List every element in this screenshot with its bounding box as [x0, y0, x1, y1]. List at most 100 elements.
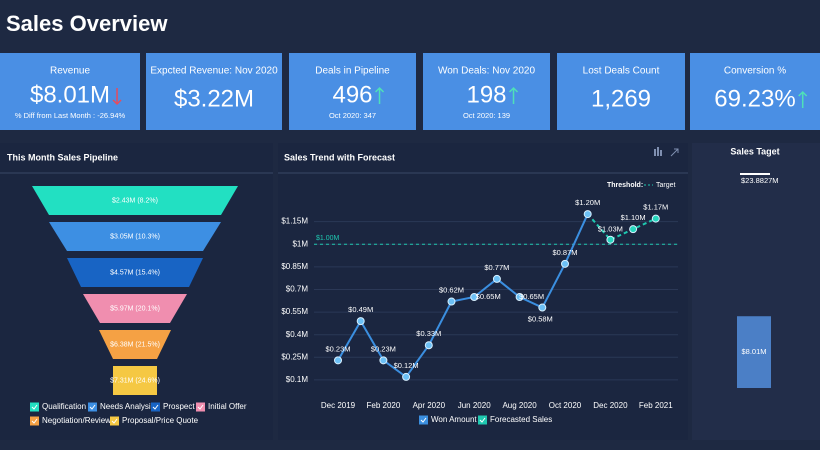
data-point — [334, 356, 342, 365]
data-point — [606, 235, 615, 244]
data-label: $3.05M (10.3%) — [110, 233, 160, 240]
data-label: $4.57M (15.4%) — [110, 269, 160, 276]
icon — [657, 147, 659, 156]
trend-arrow — [374, 86, 385, 104]
series-line — [337, 213, 589, 379]
data-label: $0.12M — [394, 361, 419, 370]
legend-label: Negotiation/Review — [42, 416, 111, 425]
funnel-segment — [113, 366, 157, 395]
data-label: $0.33M — [416, 329, 441, 338]
trend-arrow — [112, 88, 122, 106]
data-label: $0.58M — [528, 315, 553, 324]
data-label: $8.01M — [741, 347, 766, 356]
kpi-note: Oct 2020: 139 — [463, 111, 510, 120]
y-tick-label: $0.7M — [286, 285, 309, 294]
y-tick-label: $0.25M — [281, 352, 308, 361]
kpi-title: Conversion % — [724, 66, 786, 77]
x-tick-label: Apr 2020 — [413, 401, 446, 410]
legend-swatch — [88, 402, 97, 412]
data-label: $0.23M — [325, 344, 350, 353]
kpi-card — [423, 53, 550, 130]
data-label: $0.65M — [476, 292, 501, 301]
y-tick-label: $1.15M — [281, 217, 308, 226]
toolbar-icons[interactable] — [654, 147, 679, 157]
legend-swatch — [478, 415, 487, 425]
kpi-title: Won Deals: Nov 2020 — [438, 66, 536, 77]
y-tick-label: $1M — [292, 239, 308, 248]
kpi-card — [557, 53, 685, 130]
data-label: $0.23M — [371, 344, 396, 353]
legend-check — [31, 404, 38, 410]
kpi-title: Revenue — [50, 66, 90, 77]
legend-label: Prospect — [163, 402, 195, 411]
data-point — [492, 274, 501, 283]
data-label: $1.03M — [598, 225, 623, 234]
panel — [278, 143, 688, 440]
page-title: Sales Overview — [6, 11, 168, 36]
y-tick-label: $0.4M — [286, 330, 309, 339]
kpi-value: $3.22M — [174, 85, 254, 112]
data-point — [629, 225, 638, 234]
legend-label: Won Amount — [431, 415, 477, 424]
legend-label: Initial Offer — [208, 402, 247, 411]
legend-check — [420, 417, 427, 423]
y-tick-label: $0.1M — [286, 375, 309, 384]
data-label: $2.43M (8.2%) — [112, 197, 158, 204]
trend-arrow — [798, 90, 808, 108]
legend-swatch — [110, 416, 119, 426]
legend-check — [479, 417, 486, 423]
data-label: $7.31M (24.6%) — [110, 377, 160, 384]
panel — [692, 143, 820, 440]
data-label: $0.77M — [484, 263, 509, 272]
data-point — [379, 356, 388, 365]
data-label: $5.97M (20.1%) — [110, 305, 160, 312]
x-tick-label: Feb 2020 — [366, 401, 400, 410]
kpi-card — [289, 53, 416, 130]
funnel-segment — [67, 258, 203, 287]
legend-check — [89, 404, 96, 410]
legend-swatch — [30, 402, 39, 412]
data-point — [561, 259, 569, 268]
data-label: $1.17M — [643, 203, 668, 212]
data-point — [583, 210, 592, 219]
data-point — [424, 341, 433, 350]
data-point — [651, 214, 660, 223]
series-line — [586, 213, 657, 241]
legend-label: Forecasted Sales — [490, 415, 552, 424]
legend-label: Qualification — [42, 402, 86, 411]
kpi-card — [690, 53, 820, 130]
chart-title: This Month Sales Pipeline — [7, 152, 118, 162]
x-tick-label: Aug 2020 — [502, 401, 537, 410]
kpi-value: $8.01M — [30, 81, 110, 108]
legend-swatch — [419, 415, 428, 425]
kpi-title: Expcted Revenue: Nov 2020 — [150, 66, 278, 77]
legend-check — [152, 404, 159, 410]
chart-title: Sales Taget — [730, 146, 779, 156]
kpi-value: 69.23% — [714, 85, 795, 112]
legend-check — [111, 418, 118, 424]
kpi-title: Deals in Pipeline — [315, 66, 390, 77]
legend-swatch — [30, 416, 39, 426]
data-label: $1.20M — [575, 198, 600, 207]
data-label: $6.38M (21.5%) — [110, 341, 160, 348]
x-tick-label: Feb 2021 — [639, 401, 673, 410]
data-point — [356, 317, 365, 326]
data-point — [538, 303, 547, 312]
kpi-card — [146, 53, 282, 130]
legend-label: Proposal/Price Quote — [122, 416, 199, 425]
data-label: $1.10M — [621, 213, 646, 222]
legend-label: Needs Analysis — [100, 402, 155, 411]
kpi-title: Lost Deals Count — [583, 66, 660, 77]
funnel-segment — [83, 294, 187, 323]
legend-check — [197, 404, 204, 410]
data-label: $0.49M — [348, 305, 373, 314]
data-label: $0.65M — [519, 292, 544, 301]
y-tick-label: $0.55M — [281, 307, 308, 316]
icon — [654, 149, 656, 156]
icon — [670, 148, 679, 157]
data-point — [402, 372, 411, 381]
data-point — [470, 293, 479, 301]
data-label: $0.87M — [552, 248, 577, 257]
